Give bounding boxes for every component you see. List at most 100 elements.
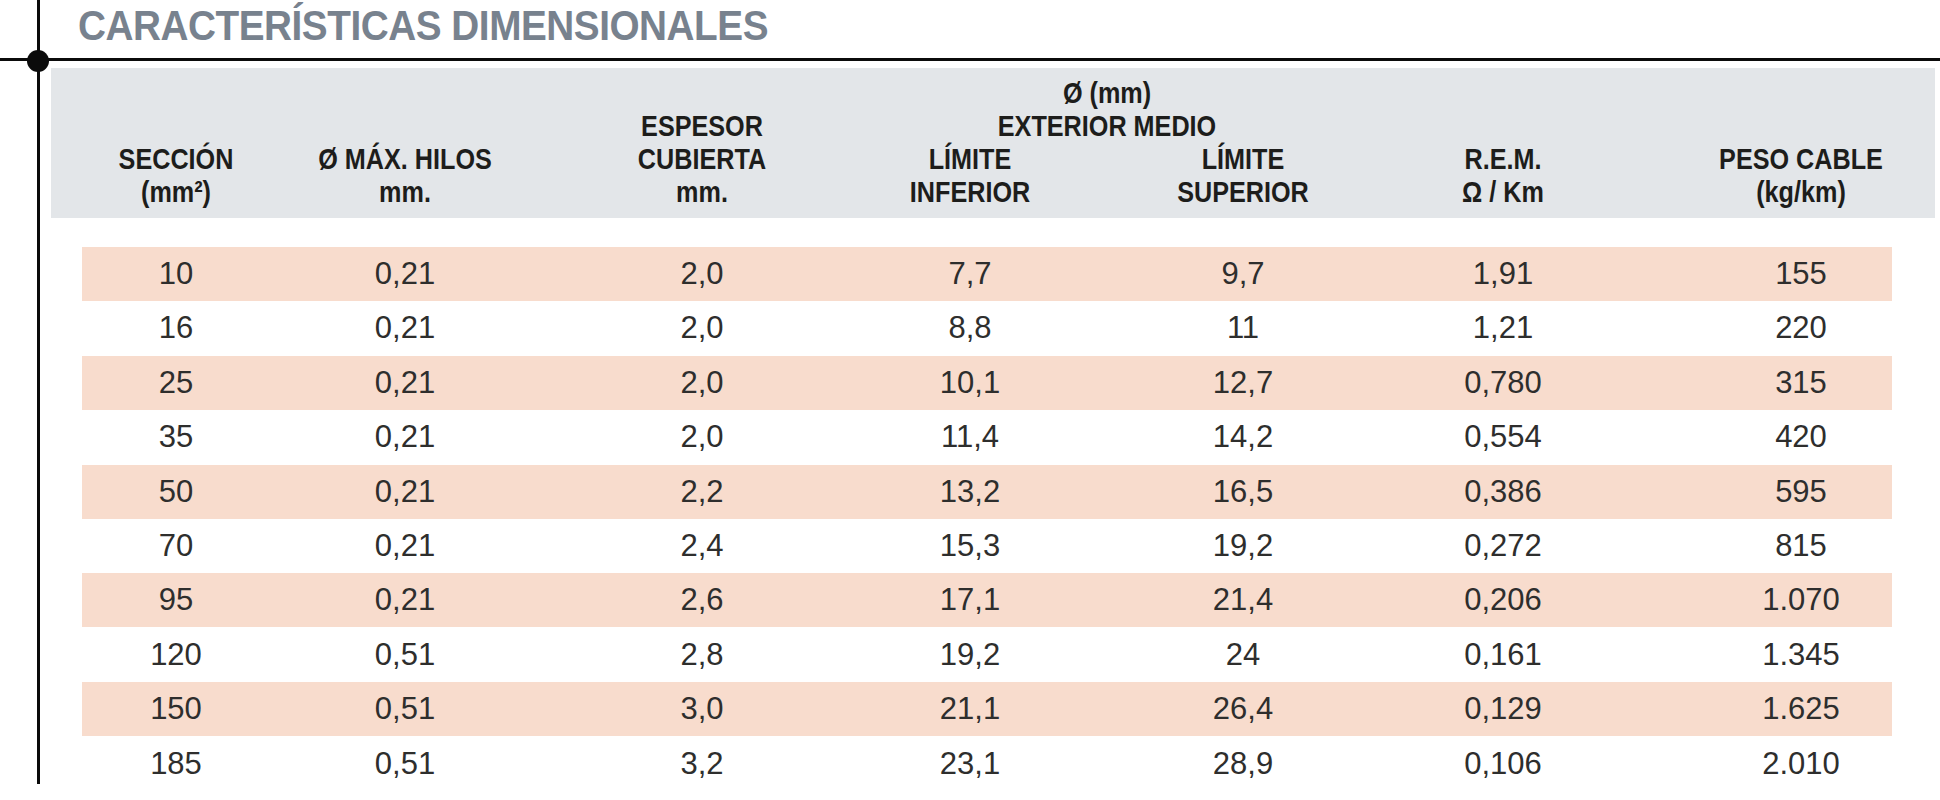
table-cell-peso-cable: 220 bbox=[1775, 301, 1827, 355]
table-cell-peso-cable: 2.010 bbox=[1762, 737, 1840, 791]
table-cell-rem: 0,780 bbox=[1464, 356, 1542, 410]
table-cell-max-hilos: 0,21 bbox=[375, 519, 435, 573]
table-cell-peso-cable: 1.625 bbox=[1762, 682, 1840, 736]
table-cell-espesor-cubierta: 2,8 bbox=[680, 628, 723, 682]
header-limite-inferior-line2: INFERIOR bbox=[910, 175, 1030, 208]
table-cell-espesor-cubierta: 3,2 bbox=[680, 737, 723, 791]
left-rule bbox=[37, 0, 40, 784]
table-cell-peso-cable: 1.345 bbox=[1762, 628, 1840, 682]
table-cell-espesor-cubierta: 2,0 bbox=[680, 356, 723, 410]
title-underline-rule bbox=[0, 58, 1940, 61]
header-seccion-line2: (mm²) bbox=[119, 175, 234, 208]
table-cell-seccion: 10 bbox=[159, 247, 193, 301]
table-cell-limite-superior: 16,5 bbox=[1213, 465, 1273, 519]
table-row: 1850,513,223,128,90,1062.010 bbox=[82, 737, 1892, 791]
table-cell-rem: 0,206 bbox=[1464, 573, 1542, 627]
table-cell-espesor-cubierta: 2,2 bbox=[680, 465, 723, 519]
table-cell-rem: 0,386 bbox=[1464, 465, 1542, 519]
table-cell-limite-superior: 21,4 bbox=[1213, 573, 1273, 627]
table-cell-limite-superior: 12,7 bbox=[1213, 356, 1273, 410]
header-espesor-cubierta: ESPESOR CUBIERTA mm. bbox=[638, 109, 766, 208]
table-cell-seccion: 35 bbox=[159, 410, 193, 464]
table-cell-seccion: 25 bbox=[159, 356, 193, 410]
page-title-text: CARACTERÍSTICAS DIMENSIONALES bbox=[78, 2, 768, 48]
header-limite-superior: LÍMITE SUPERIOR bbox=[1177, 142, 1309, 208]
table-cell-seccion: 50 bbox=[159, 465, 193, 519]
table-header-band: Ø (mm) EXTERIOR MEDIO SECCIÓN (mm²) Ø MÁ… bbox=[51, 68, 1935, 218]
table-row: 350,212,011,414,20,554420 bbox=[82, 410, 1892, 464]
table-cell-espesor-cubierta: 2,0 bbox=[680, 410, 723, 464]
table-cell-limite-inferior: 19,2 bbox=[940, 628, 1000, 682]
table-cell-rem: 0,129 bbox=[1464, 682, 1542, 736]
corner-dot bbox=[27, 50, 49, 72]
table-cell-limite-inferior: 15,3 bbox=[940, 519, 1000, 573]
header-peso-cable-line2: (kg/km) bbox=[1719, 175, 1883, 208]
header-max-hilos-line2: mm. bbox=[318, 175, 492, 208]
table-cell-espesor-cubierta: 2,6 bbox=[680, 573, 723, 627]
table-row: 250,212,010,112,70,780315 bbox=[82, 356, 1892, 410]
table-cell-limite-superior: 14,2 bbox=[1213, 410, 1273, 464]
table-cell-limite-inferior: 11,4 bbox=[941, 410, 999, 464]
table-row: 1200,512,819,2240,1611.345 bbox=[82, 628, 1892, 682]
header-limite-inferior: LÍMITE INFERIOR bbox=[910, 142, 1030, 208]
header-max-hilos: Ø MÁX. HILOS mm. bbox=[318, 142, 492, 208]
table-cell-max-hilos: 0,21 bbox=[375, 573, 435, 627]
table-cell-limite-superior: 24 bbox=[1226, 628, 1260, 682]
header-rem: R.E.M. Ω / Km bbox=[1462, 142, 1544, 208]
header-rem-line1: R.E.M. bbox=[1462, 142, 1544, 175]
table-cell-max-hilos: 0,51 bbox=[375, 737, 435, 791]
table-cell-espesor-cubierta: 3,0 bbox=[680, 682, 723, 736]
table-cell-espesor-cubierta: 2,0 bbox=[680, 301, 723, 355]
table-cell-max-hilos: 0,21 bbox=[375, 410, 435, 464]
header-group-diametro-exterior: Ø (mm) EXTERIOR MEDIO bbox=[998, 76, 1216, 142]
table-cell-rem: 0,272 bbox=[1464, 519, 1542, 573]
table-cell-limite-inferior: 8,8 bbox=[948, 301, 991, 355]
table-cell-limite-superior: 19,2 bbox=[1213, 519, 1273, 573]
table-cell-limite-inferior: 21,1 bbox=[940, 682, 1000, 736]
table-cell-limite-superior: 26,4 bbox=[1213, 682, 1273, 736]
header-peso-cable-line1: PESO CABLE bbox=[1719, 142, 1883, 175]
table-cell-limite-inferior: 17,1 bbox=[940, 573, 1000, 627]
table-cell-max-hilos: 0,51 bbox=[375, 628, 435, 682]
table-row: 50 0,21 2,2 13,2 16,5 0,386 595 bbox=[82, 465, 1892, 519]
table-cell-espesor-cubierta: 2,4 bbox=[680, 519, 723, 573]
table-row: 150 0,51 3,0 21,1 26,4 0,129 1.625 bbox=[82, 682, 1892, 736]
header-espesor-line2: CUBIERTA bbox=[638, 142, 766, 175]
table-cell-seccion: 16 bbox=[159, 301, 193, 355]
table-cell-limite-superior: 9,7 bbox=[1221, 247, 1264, 301]
table-cell-peso-cable: 595 bbox=[1775, 465, 1827, 519]
header-max-hilos-line1: Ø MÁX. HILOS bbox=[318, 142, 492, 175]
header-group-line-exterior-medio: EXTERIOR MEDIO bbox=[998, 109, 1216, 142]
table-cell-max-hilos: 0,21 bbox=[375, 301, 435, 355]
header-group-line-diameter: Ø (mm) bbox=[998, 76, 1216, 109]
table-cell-seccion: 120 bbox=[150, 628, 202, 682]
header-limite-superior-line2: SUPERIOR bbox=[1177, 175, 1309, 208]
header-limite-superior-line1: LÍMITE bbox=[1177, 142, 1309, 175]
header-limite-inferior-line1: LÍMITE bbox=[910, 142, 1030, 175]
table-cell-espesor-cubierta: 2,0 bbox=[680, 247, 723, 301]
table-cell-seccion: 95 bbox=[159, 573, 193, 627]
table-cell-max-hilos: 0,51 bbox=[375, 682, 435, 736]
table-cell-limite-superior: 28,9 bbox=[1213, 737, 1273, 791]
page-title: CARACTERÍSTICAS DIMENSIONALES bbox=[78, 2, 845, 48]
table-cell-peso-cable: 155 bbox=[1775, 247, 1827, 301]
table-cell-max-hilos: 0,21 bbox=[375, 247, 435, 301]
table-cell-seccion: 185 bbox=[150, 737, 202, 791]
table-cell-max-hilos: 0,21 bbox=[375, 356, 435, 410]
table-cell-seccion: 70 bbox=[159, 519, 193, 573]
header-peso-cable: PESO CABLE (kg/km) bbox=[1719, 142, 1883, 208]
table-cell-seccion: 150 bbox=[150, 682, 202, 736]
datasheet-page: CARACTERÍSTICAS DIMENSIONALES Ø (mm) EXT… bbox=[0, 0, 1940, 800]
header-rem-line2: Ω / Km bbox=[1462, 175, 1544, 208]
header-seccion: SECCIÓN (mm²) bbox=[119, 142, 234, 208]
header-espesor-line1: ESPESOR bbox=[638, 109, 766, 142]
table-cell-max-hilos: 0,21 bbox=[375, 465, 435, 519]
table-cell-limite-inferior: 13,2 bbox=[940, 465, 1000, 519]
table-cell-peso-cable: 315 bbox=[1775, 356, 1827, 410]
table-cell-rem: 1,21 bbox=[1473, 301, 1533, 355]
table-cell-limite-inferior: 23,1 bbox=[940, 737, 1000, 791]
table-cell-rem: 1,91 bbox=[1473, 247, 1533, 301]
table-cell-peso-cable: 420 bbox=[1775, 410, 1827, 464]
table-row: 160,212,08,8111,21220 bbox=[82, 301, 1892, 355]
table-row: 100,212,07,79,71,91155 bbox=[82, 247, 1892, 301]
